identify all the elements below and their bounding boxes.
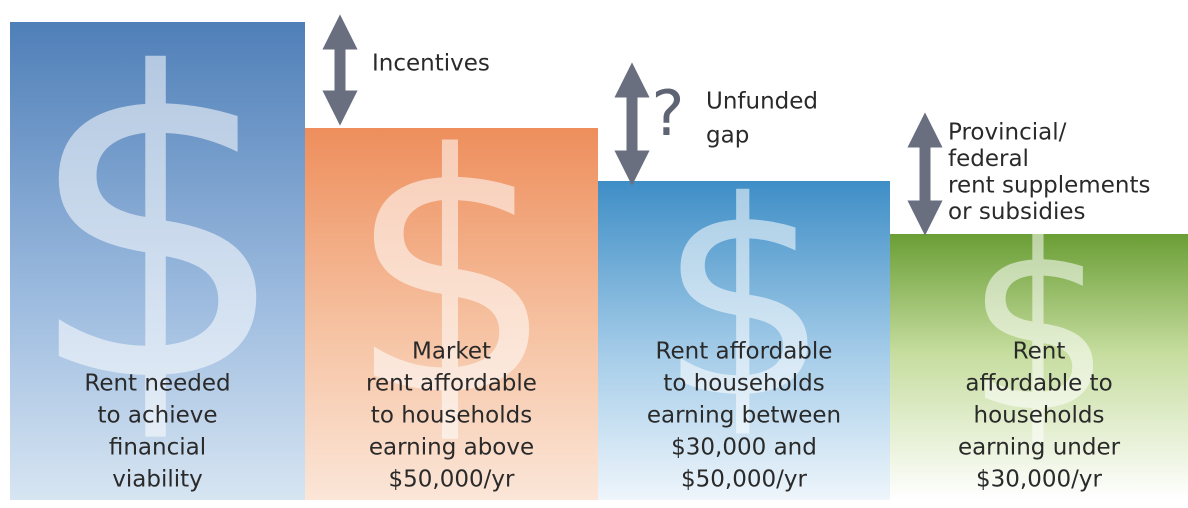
- column-label: earning above: [369, 435, 534, 461]
- column-label: to achieve: [97, 403, 217, 429]
- gap-label: Provincial/: [948, 120, 1067, 146]
- column-label: Market: [412, 339, 491, 365]
- gap-label: federal: [948, 146, 1029, 172]
- column-label: earning under: [958, 435, 1121, 461]
- column-label: $50,000/yr: [681, 467, 807, 493]
- dollar-symbol: $: [658, 143, 830, 458]
- column: [10, 22, 305, 500]
- column-label: rent affordable: [366, 371, 537, 397]
- column-label: $30,000/yr: [976, 467, 1102, 493]
- column-label: earning between: [647, 403, 841, 429]
- column-label: Rent affordable: [656, 339, 833, 365]
- column-label: $50,000/yr: [389, 467, 515, 493]
- dollar-symbol: $: [347, 84, 557, 468]
- question-mark: ?: [652, 77, 685, 150]
- column-label: Rent needed: [84, 371, 230, 397]
- column-label: financial: [109, 435, 206, 461]
- column-label: to households: [663, 371, 824, 397]
- gap-label: gap: [706, 123, 749, 149]
- column-label: Rent: [1013, 339, 1066, 365]
- column: [890, 234, 1188, 500]
- gap-label: Incentives: [372, 51, 490, 77]
- gap-labels: Incentives Unfunded gap Provincial/federalr…: [372, 51, 1150, 226]
- column: [305, 128, 598, 500]
- column-label: viability: [112, 467, 203, 493]
- dollar-symbol: $: [966, 196, 1112, 463]
- gap-label: rent supplements: [948, 173, 1150, 199]
- column-label: to households: [371, 403, 532, 429]
- column: [598, 181, 890, 500]
- column-label: households: [974, 403, 1105, 429]
- column-label: $30,000 and: [671, 435, 817, 461]
- dollar-symbol: $: [24, 0, 291, 475]
- gap-label: Unfunded: [706, 89, 818, 115]
- gap-label: or subsidies: [948, 199, 1086, 225]
- column-label: affordable to: [965, 371, 1112, 397]
